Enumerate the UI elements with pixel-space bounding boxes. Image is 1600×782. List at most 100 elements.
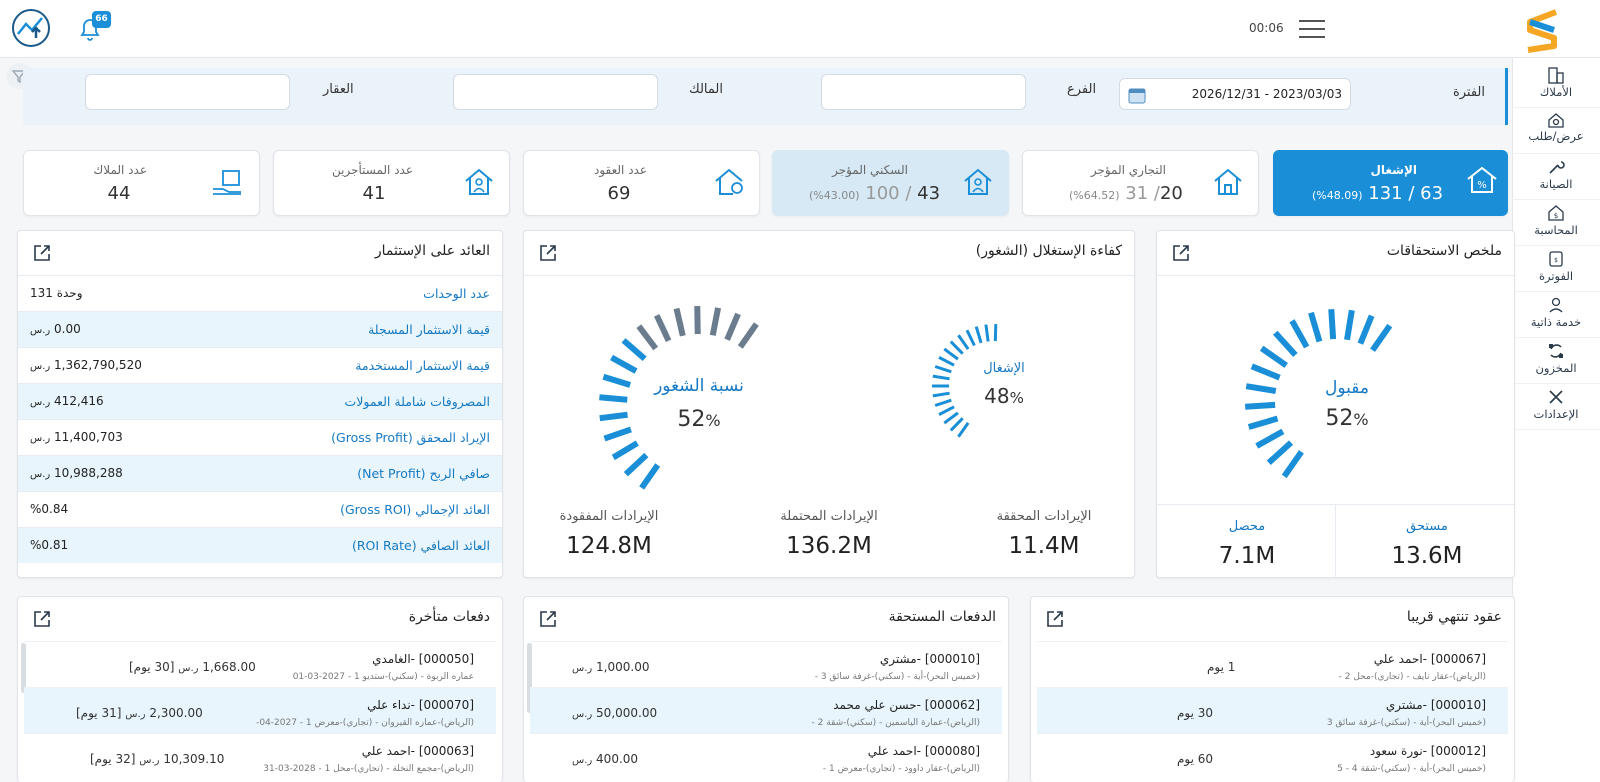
card-percent: (%64.52) bbox=[1069, 189, 1120, 202]
list-item[interactable]: [000010] -مشتري (خميس البحر)-أية - (سكني)… bbox=[530, 641, 1002, 687]
person-house-icon bbox=[962, 167, 994, 201]
calendar-icon[interactable] bbox=[1128, 86, 1146, 108]
panel-title: العائد على الإستثمار bbox=[374, 243, 490, 259]
self-service-icon bbox=[1549, 297, 1563, 313]
external-link-icon[interactable] bbox=[1045, 609, 1065, 633]
period-date-range-input[interactable]: 2026/12/31 - 2023/03/03 bbox=[1119, 78, 1351, 110]
inventory-icon bbox=[1549, 344, 1563, 358]
potential-revenue-value: 136.2M bbox=[786, 533, 872, 559]
gauge-tick bbox=[943, 411, 959, 425]
percent-sign: % bbox=[1009, 389, 1024, 407]
gauge-tick bbox=[943, 347, 959, 361]
panel-title: الدفعات المستحقة bbox=[888, 609, 996, 625]
period-label: الفترة bbox=[1452, 85, 1485, 100]
external-link-icon[interactable] bbox=[32, 243, 52, 267]
panel-title: ملخص الاستحقاقات bbox=[1386, 243, 1502, 259]
list-item[interactable]: [000063] -احمد علي (الرياض)-مجمع النخلة -… bbox=[24, 733, 496, 779]
list-item[interactable]: [000080] -احمد علي (الرياض)-عقار داوود - … bbox=[530, 733, 1002, 779]
gauge-tick bbox=[949, 340, 964, 355]
sidebar-item-self-service[interactable]: خدمة ذاتية bbox=[1512, 292, 1600, 338]
sidebar-item-label: الإعدادات bbox=[1533, 407, 1579, 421]
roi-panel: العائد على الإستثمار عدد الوحدات 131 وحدة… bbox=[17, 230, 503, 578]
dues-gauge bbox=[1244, 308, 1393, 479]
buildings-icon bbox=[1548, 67, 1564, 84]
owner-input[interactable] bbox=[453, 74, 658, 110]
roi-row: المصروفات شاملة العمولات 412,416 ر.س bbox=[18, 383, 502, 419]
gauge-tick bbox=[1273, 330, 1298, 358]
gauge-tick bbox=[709, 307, 722, 336]
contracts-count-card[interactable]: عدد العقود 69 bbox=[523, 150, 760, 216]
sidebar-item-label: الصيانة bbox=[1539, 177, 1573, 191]
card-percent: (%43.00) bbox=[809, 189, 860, 202]
property-input[interactable] bbox=[85, 74, 290, 110]
gauge-tick bbox=[1250, 363, 1281, 381]
vacancy-label: نسبة الشغور bbox=[654, 376, 744, 396]
svg-text:$: $ bbox=[1554, 212, 1558, 220]
gauge-tick bbox=[1370, 323, 1393, 352]
card-title: عدد المستأجرين bbox=[331, 163, 413, 177]
gauge-tick bbox=[610, 354, 638, 374]
tenants-count-card[interactable]: عدد المستأجرين 41 bbox=[273, 150, 510, 216]
sidebar-item-settings[interactable]: الإعدادات bbox=[1512, 384, 1600, 430]
residential-rented-card[interactable]: السكني المؤجر (%43.00) 100 / 43 bbox=[772, 150, 1009, 216]
branch-input[interactable] bbox=[821, 74, 1026, 110]
occupancy-card[interactable]: % الإشغال (%48.09) 131 / 63 bbox=[1273, 150, 1508, 216]
external-link-icon[interactable] bbox=[32, 609, 52, 633]
card-value: 43 bbox=[917, 183, 941, 204]
sidebar-item-label: خدمة ذاتية bbox=[1530, 315, 1582, 329]
list-item[interactable]: [000050] -الغامدي عماره الربوة - (سكني)-س… bbox=[24, 641, 496, 687]
sidebar-item-offer-request[interactable]: عرض/طلب bbox=[1512, 108, 1600, 154]
gauge-tick bbox=[1289, 319, 1310, 349]
sidebar-item-invoicing[interactable]: $ الفوترة bbox=[1512, 246, 1600, 292]
owners-count-card[interactable]: عدد الملاك 44 bbox=[23, 150, 260, 216]
card-value: 44 bbox=[107, 183, 131, 204]
list-item[interactable]: [000010] -مشتري (خميس البحر)-أية - (سكني)… bbox=[1037, 687, 1508, 733]
scrollbar[interactable] bbox=[21, 643, 26, 693]
card-total: 31 / bbox=[1125, 183, 1160, 204]
commercial-rented-card[interactable]: التجاري المؤجر (%64.52) 31 /20 bbox=[1022, 150, 1259, 216]
gauge-tick bbox=[957, 422, 970, 438]
vacancy-gauge bbox=[599, 305, 759, 490]
card-value: 131 / 63 bbox=[1368, 183, 1444, 204]
card-value: 20 bbox=[1159, 183, 1183, 204]
list-item[interactable]: [000070] -نداء علي (الرياض)-عماره القيروا… bbox=[24, 687, 496, 733]
external-link-icon[interactable] bbox=[538, 243, 558, 267]
efficiency-panel: كفاءة الإستغلال (الشغور) نسبة الشغور 52%… bbox=[523, 230, 1135, 578]
sidebar-item-label: الأملاك bbox=[1539, 85, 1573, 99]
offer-icon bbox=[1548, 113, 1564, 128]
sidebar-item-accounting[interactable]: $ المحاسبة bbox=[1512, 200, 1600, 246]
roi-row: العائد الإجمالي (Gross ROI) %0.84 bbox=[18, 491, 502, 527]
roi-row: عدد الوحدات 131 وحدة bbox=[18, 275, 502, 311]
gauge-tick bbox=[1255, 428, 1285, 449]
roi-row: قيمة الاستثمار المسجلة 0.00 ر.س bbox=[18, 311, 502, 347]
external-link-icon[interactable] bbox=[538, 609, 558, 633]
list-item[interactable]: [000062] -حسن علي محمد (الرياض)-عمارة الي… bbox=[530, 687, 1002, 733]
gauge-tick bbox=[1357, 314, 1375, 345]
sidebar-item-maintenance[interactable]: الصيانة bbox=[1512, 154, 1600, 200]
occupancy-value: 48 bbox=[984, 384, 1010, 408]
collected-value: 7.1M bbox=[1218, 543, 1276, 569]
due-label: مستحق bbox=[1406, 519, 1448, 534]
gauge-tick bbox=[654, 314, 672, 343]
clock-text: 00:06 bbox=[1249, 21, 1284, 35]
gauge-tick bbox=[1281, 450, 1304, 479]
list-item[interactable]: [000012] -نورة سعود (خميس البحر)-أية - (س… bbox=[1037, 733, 1508, 779]
invoice-icon: $ bbox=[1549, 251, 1563, 267]
gauge-tick bbox=[599, 394, 628, 403]
branch-label: الفرع bbox=[1067, 82, 1097, 97]
hamburger-menu-icon[interactable] bbox=[1299, 19, 1325, 38]
realized-revenue-label: الإيرادات المحققة bbox=[996, 509, 1092, 524]
gauge-tick bbox=[623, 452, 649, 477]
gauge-tick bbox=[938, 356, 955, 367]
scrollbar[interactable] bbox=[527, 643, 532, 713]
gauge-tick bbox=[932, 374, 950, 381]
expiring-contracts-panel: عقود تنتهي قريبا [000067] -احمد علي (الري… bbox=[1030, 596, 1515, 782]
external-link-icon[interactable] bbox=[1171, 243, 1191, 267]
card-title: الإشغال bbox=[1370, 163, 1417, 177]
analytics-upload-icon[interactable] bbox=[10, 8, 52, 48]
gauge-tick bbox=[636, 324, 659, 351]
sidebar-item-properties[interactable]: الأملاك bbox=[1512, 62, 1600, 108]
list-item[interactable]: [000067] -احمد علي (الرياض)-عقار نايف - (… bbox=[1037, 641, 1508, 687]
house-icon bbox=[1212, 167, 1244, 201]
sidebar-item-inventory[interactable]: المخزون bbox=[1512, 338, 1600, 384]
